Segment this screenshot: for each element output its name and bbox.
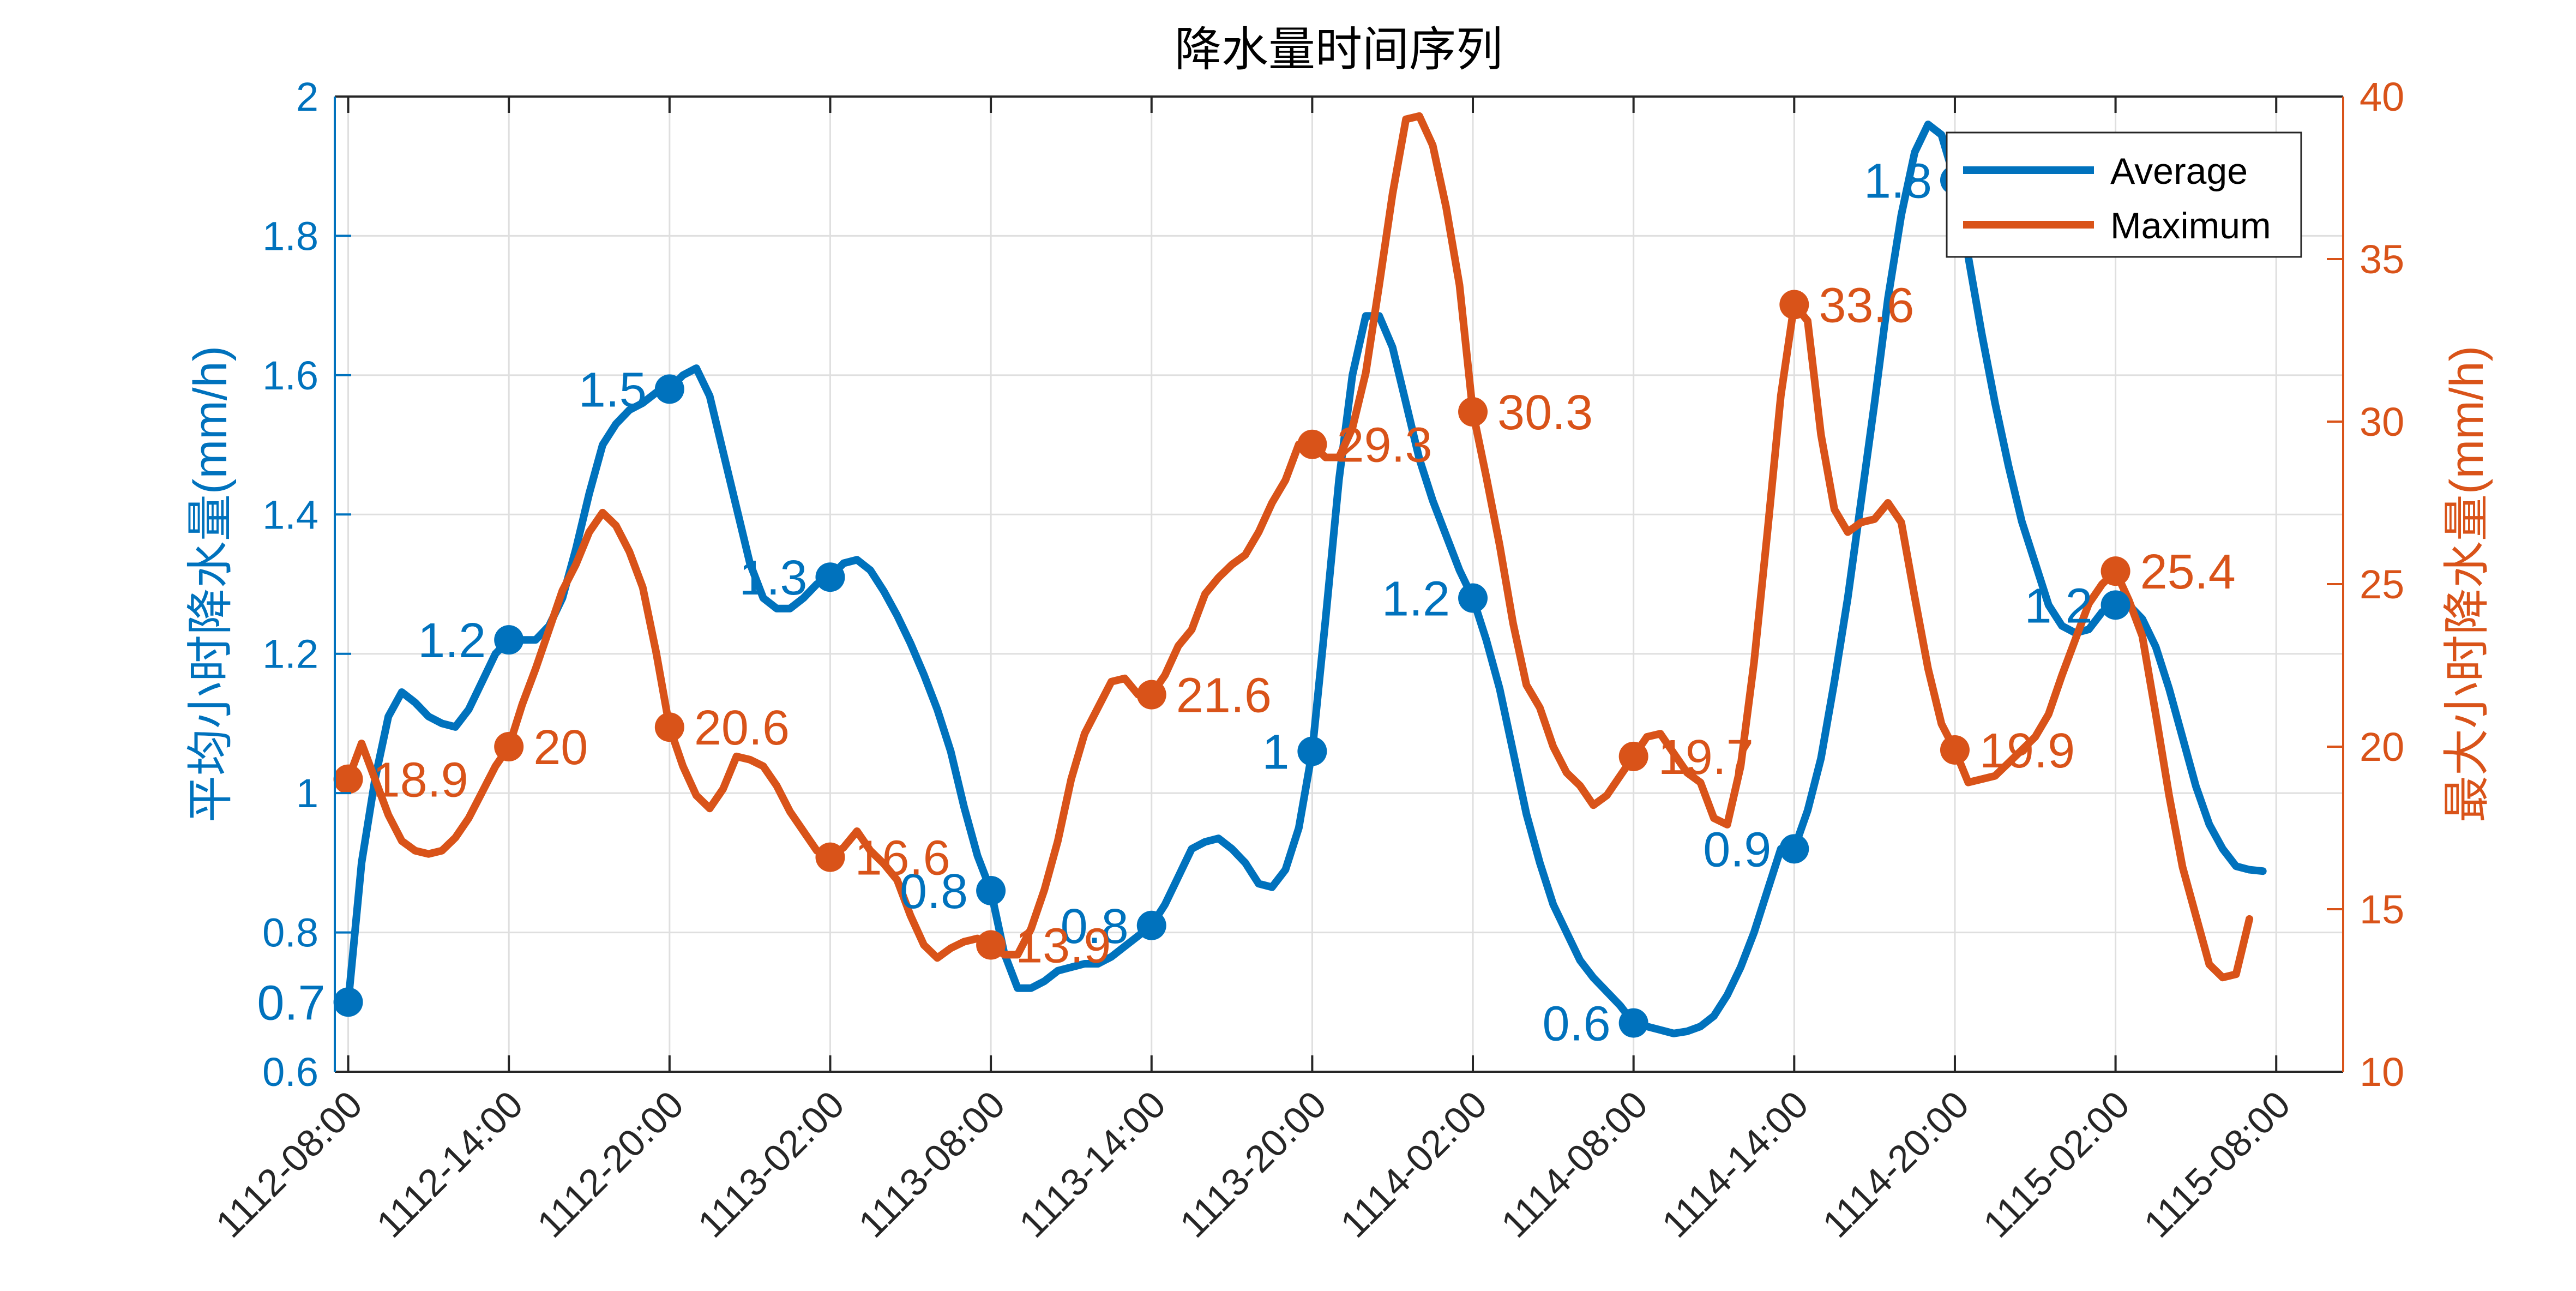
data-point-maximum (2100, 556, 2130, 586)
data-label-maximum: 29.3 (1337, 418, 1432, 473)
y-left-tick-label: 0.8 (262, 910, 318, 956)
data-point-average (2100, 590, 2130, 620)
data-label-average: 0.8 (900, 864, 968, 919)
data-label-maximum: 13.9 (1015, 919, 1111, 974)
legend-box (1946, 131, 2302, 258)
data-point-average (815, 562, 845, 592)
data-label-average: 1.2 (2024, 579, 2092, 633)
data-label-maximum: 19.9 (1979, 724, 2075, 778)
data-point-maximum (976, 930, 1006, 960)
y-axis-right-label: 最大小时降水量(mm/h) (2441, 346, 2493, 822)
data-point-maximum (1136, 680, 1166, 710)
data-point-average (494, 625, 524, 655)
legend-average-label: Average (2110, 151, 2248, 192)
y-left-tick-label: 1.8 (262, 213, 318, 259)
data-label-average: 0.7 (257, 976, 325, 1030)
y-axis-left-label: 平均小时降水量(mm/h) (184, 346, 237, 822)
legend: Average Maximum (1946, 131, 2302, 258)
data-point-average (333, 987, 363, 1017)
legend-maximum-label: Maximum (2110, 205, 2271, 247)
data-label-maximum: 33.6 (1819, 278, 1914, 333)
data-label-maximum: 19.7 (1658, 730, 1754, 785)
y-left-tick-label: 0.6 (262, 1049, 318, 1095)
y-left-tick-label: 1.6 (262, 353, 318, 398)
y-right-tick-label: 40 (2360, 74, 2404, 119)
data-label-average: 1.3 (739, 551, 807, 605)
y-right-tick-label: 20 (2360, 724, 2404, 770)
y-left-tick-label: 2 (296, 74, 318, 119)
data-label-average: 1.2 (418, 614, 486, 668)
y-right-tick-label: 15 (2360, 887, 2404, 932)
y-right-tick-label: 30 (2360, 399, 2404, 445)
data-label-average: 0.9 (1703, 822, 1771, 877)
data-point-maximum (1618, 741, 1648, 771)
data-label-maximum: 20 (533, 720, 588, 775)
data-point-maximum (333, 764, 363, 794)
data-label-average: 1.2 (1382, 572, 1450, 627)
data-label-maximum: 16.6 (854, 831, 950, 886)
y-right-tick-label: 10 (2360, 1049, 2404, 1095)
data-label-average: 1.5 (579, 363, 647, 417)
y-left-tick-label: 1.4 (262, 492, 318, 537)
data-point-average (976, 875, 1006, 905)
y-right-tick-label: 25 (2360, 562, 2404, 607)
data-label-maximum: 21.6 (1176, 669, 1272, 723)
data-point-maximum (1940, 735, 1970, 765)
data-point-maximum (815, 842, 845, 872)
y-right-tick-label: 35 (2360, 237, 2404, 282)
chart-title: 降水量时间序列 (1175, 23, 1503, 76)
data-label-average: 0.6 (1543, 997, 1611, 1052)
data-label-average: 1.8 (1864, 154, 1932, 208)
data-point-average (1618, 1008, 1648, 1038)
data-point-maximum (1458, 397, 1488, 427)
data-label-maximum: 18.9 (373, 753, 468, 808)
y-left-tick-label: 1.2 (262, 632, 318, 677)
data-point-average (1136, 910, 1166, 940)
data-label-average: 0.8 (1061, 899, 1129, 954)
data-point-maximum (1779, 290, 1809, 320)
data-point-average (1779, 834, 1809, 864)
y-left-tick-label: 1 (296, 771, 318, 816)
data-point-average (1297, 736, 1327, 766)
data-label-maximum: 30.3 (1497, 386, 1593, 440)
series-markers: 0.7 1.2 1.5 1.3 0.8 0.8 1 1.2 0.6 0.9 1.8 1.2 18.9 20… (257, 154, 2235, 1051)
data-point-maximum (494, 732, 524, 761)
data-label-average: 1 (1262, 725, 1289, 780)
data-point-average (654, 374, 684, 404)
data-point-maximum (654, 712, 684, 742)
data-point-maximum (1297, 429, 1327, 459)
data-label-maximum: 25.4 (2140, 545, 2236, 599)
data-label-maximum: 20.6 (694, 701, 790, 755)
data-point-average (1458, 583, 1488, 613)
